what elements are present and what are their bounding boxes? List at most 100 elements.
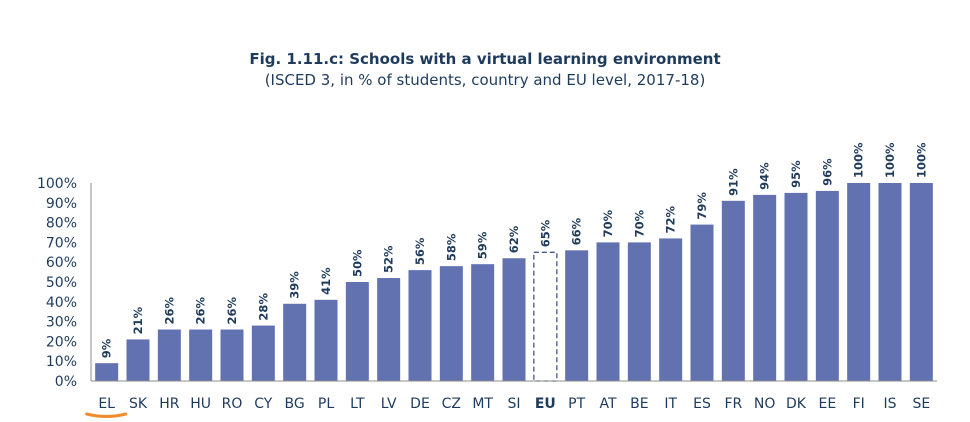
bar-el <box>95 363 119 381</box>
x-tick-label-be: BE <box>630 396 648 412</box>
bar-it <box>659 238 683 381</box>
x-tick-label-at: AT <box>599 396 616 412</box>
value-label-pl: 41% <box>319 267 333 295</box>
value-label-lv: 52% <box>382 245 396 273</box>
x-tick-label-es: ES <box>693 396 711 412</box>
x-tick-label-se: SE <box>912 396 930 412</box>
y-tick-label: 30% <box>46 315 77 331</box>
bars <box>95 183 933 382</box>
x-axis-category-labels: EL SK HR HU RO CY BG PL LT LV DE CZ MT SI EU PT AT BE IT ES… <box>85 396 930 418</box>
value-label-be: 70% <box>632 209 646 237</box>
y-tick-label: 50% <box>46 275 77 291</box>
y-tick-label: 70% <box>46 235 77 251</box>
bar-bg <box>283 303 307 381</box>
value-label-el: 9% <box>100 338 114 358</box>
bar-ee <box>815 190 839 381</box>
underline-mark <box>85 412 128 418</box>
y-tick-label: 60% <box>46 255 77 271</box>
value-label-no: 94% <box>758 162 772 190</box>
y-tick-label: 20% <box>46 334 77 350</box>
bar-is <box>878 183 902 381</box>
value-label-si: 62% <box>507 225 521 253</box>
x-tick-label-pt: PT <box>568 396 585 412</box>
x-tick-label-is: IS <box>883 396 896 412</box>
x-tick-label-cz: CZ <box>442 396 461 412</box>
bar-si <box>502 258 526 381</box>
chart-subtitle: (ISCED 3, in % of students, country and … <box>264 71 706 89</box>
value-label-ee: 96% <box>820 158 834 186</box>
bar-be <box>627 242 651 381</box>
value-label-lt: 50% <box>350 249 364 277</box>
bar-se <box>909 183 933 381</box>
x-tick-label-it: IT <box>664 396 677 412</box>
x-tick-label-bg: BG <box>285 396 305 412</box>
value-label-is: 100% <box>883 142 897 178</box>
bar-no <box>753 194 777 381</box>
x-tick-label-ro: RO <box>222 396 243 412</box>
bar-fi <box>847 183 871 381</box>
bar-de <box>408 270 432 381</box>
x-tick-label-fr: FR <box>724 396 742 412</box>
x-tick-label-lv: LV <box>381 396 397 412</box>
bar-pt <box>565 250 589 381</box>
x-tick-label-mt: MT <box>472 396 493 412</box>
value-label-fi: 100% <box>852 142 866 178</box>
bar-hu <box>189 329 213 381</box>
y-tick-label: 100% <box>37 176 77 192</box>
x-tick-label-sk: SK <box>129 396 148 412</box>
y-tick-label: 0% <box>55 374 77 390</box>
value-label-fr: 91% <box>726 168 740 196</box>
value-label-eu: 65% <box>538 219 552 247</box>
x-tick-label-no: NO <box>754 396 776 412</box>
y-tick-label: 40% <box>46 295 77 311</box>
value-label-sk: 21% <box>131 306 145 334</box>
value-label-it: 72% <box>664 205 678 233</box>
axes <box>90 183 937 382</box>
bar-cy <box>251 325 275 381</box>
y-tick-label: 10% <box>46 354 77 370</box>
x-tick-label-dk: DK <box>786 396 807 412</box>
value-labels: 9% 21% 26% 26% 26% 28% 39% 41% 50% 52% 56% 58% 59% 62… <box>100 142 929 358</box>
y-tick-label: 90% <box>46 196 77 212</box>
value-label-dk: 95% <box>789 160 803 188</box>
x-tick-label-hr: HR <box>159 396 180 412</box>
value-label-cz: 58% <box>444 233 458 261</box>
value-label-cy: 28% <box>256 293 270 321</box>
y-tick-label: 80% <box>46 216 77 232</box>
bar-lv <box>377 278 401 381</box>
x-tick-label-de: DE <box>410 396 430 412</box>
x-tick-label-el: EL <box>98 396 115 412</box>
value-label-at: 70% <box>601 209 615 237</box>
value-label-hr: 26% <box>162 297 176 325</box>
value-label-ro: 26% <box>225 297 239 325</box>
x-tick-label-pl: PL <box>318 396 334 412</box>
bar-lt <box>345 282 369 381</box>
y-axis-tick-labels: 0% 10% 20% 30% 40% 50% 60% 70% 80% 90% 100% <box>37 176 77 390</box>
bar-eu <box>533 251 558 382</box>
bar-ro <box>220 329 244 381</box>
x-tick-label-hu: HU <box>190 396 211 412</box>
bar-at <box>596 242 620 381</box>
value-label-de: 56% <box>413 237 427 265</box>
bar-pl <box>314 299 338 381</box>
x-tick-label-cy: CY <box>254 396 273 412</box>
chart-title: Fig. 1.11.c: Schools with a virtual lear… <box>249 50 721 68</box>
x-tick-label-eu: EU <box>535 396 556 412</box>
value-label-pt: 66% <box>570 217 584 245</box>
bar-dk <box>784 192 808 381</box>
value-label-bg: 39% <box>288 271 302 299</box>
bar-fr <box>721 200 745 381</box>
value-label-hu: 26% <box>194 297 208 325</box>
x-tick-label-si: SI <box>507 396 520 412</box>
bar-hr <box>157 329 181 381</box>
value-label-es: 79% <box>695 192 709 220</box>
bar-sk <box>126 339 150 381</box>
value-label-se: 100% <box>914 142 928 178</box>
x-tick-label-lt: LT <box>350 396 365 412</box>
value-label-mt: 59% <box>476 231 490 259</box>
bar-es <box>690 224 714 381</box>
bar-mt <box>471 264 495 381</box>
x-tick-label-ee: EE <box>818 396 836 412</box>
bar-cz <box>439 266 463 381</box>
